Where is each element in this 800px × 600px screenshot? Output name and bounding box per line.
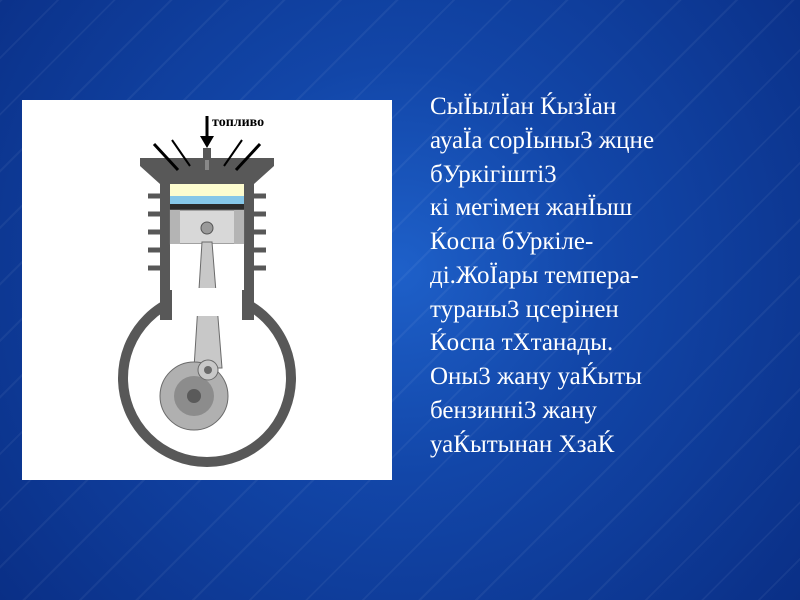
slide-caption: СыЇылЇан ЌызЇан ауаЇа сорЇыны3 жцне бУрк… bbox=[430, 90, 775, 461]
figure-panel bbox=[22, 100, 392, 480]
fuel-label: топливо bbox=[212, 115, 264, 131]
slide: топливо СыЇылЇан ЌызЇан ауаЇа сорЇыны3 ж… bbox=[0, 0, 800, 600]
engine-diagram bbox=[22, 100, 392, 480]
